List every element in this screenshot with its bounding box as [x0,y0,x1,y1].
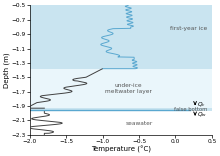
Text: under-ice
meltwater layer: under-ice meltwater layer [105,83,152,94]
Text: seawater: seawater [125,122,153,127]
Bar [30,69,212,108]
Bar [30,108,212,111]
X-axis label: Temperature (°C): Temperature (°C) [91,145,151,153]
Text: $Q_w$: $Q_w$ [197,111,207,119]
Text: $Q_c$: $Q_c$ [197,100,206,109]
Bar [30,5,212,69]
Bar [30,111,212,135]
Y-axis label: Depth (m): Depth (m) [4,52,10,88]
Text: false bottom: false bottom [174,107,207,112]
Text: first-year ice: first-year ice [170,26,207,31]
